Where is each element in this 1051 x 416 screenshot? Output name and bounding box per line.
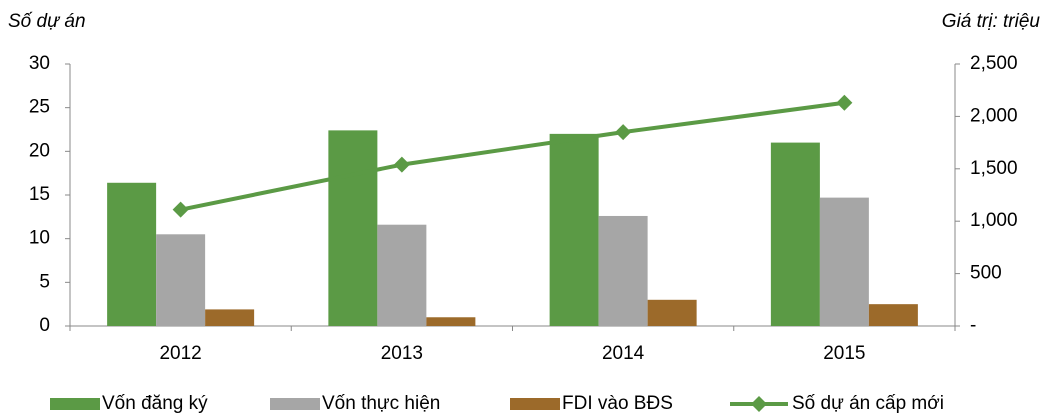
y-tick-label: 15 [29, 184, 50, 205]
bar [549, 133, 599, 326]
bar [205, 309, 255, 326]
y-tick-label: 25 [29, 97, 50, 118]
bar [819, 197, 869, 326]
legend-label: Số dự án cấp mới [792, 393, 944, 414]
y2-tick-label: - [970, 315, 976, 336]
y-tick-label: 0 [39, 315, 50, 336]
legend-swatch [50, 398, 100, 410]
legend-marker [751, 396, 767, 412]
legend-label: Vốn đăng ký [102, 393, 208, 414]
bar [598, 215, 648, 326]
line-marker [172, 201, 189, 218]
legend-label: FDI vào BĐS [562, 393, 673, 414]
y2-tick-label: 500 [970, 263, 1002, 284]
y-tick-label: 20 [29, 140, 50, 161]
line-marker [615, 124, 632, 141]
x-tick-label: 2015 [823, 343, 865, 364]
bar [770, 142, 820, 326]
bar [647, 299, 697, 326]
x-tick-label: 2013 [381, 343, 423, 364]
bar [868, 304, 918, 326]
y-tick-label: 10 [29, 228, 50, 249]
bar [426, 317, 476, 326]
legend-swatch [510, 398, 560, 410]
y2-tick-label: 1,500 [970, 158, 1018, 179]
y2-axis-title: Giá trị: triệu [942, 11, 1041, 32]
bar [107, 182, 157, 326]
y2-tick-label: 2,000 [970, 105, 1018, 126]
legend-swatch [270, 398, 320, 410]
legend-label: Vốn thực hiện [322, 393, 440, 414]
y2-tick-label: 1,000 [970, 210, 1018, 231]
line-marker [836, 94, 853, 111]
x-tick-label: 2012 [159, 343, 201, 364]
bar [328, 130, 378, 326]
bar [156, 234, 206, 326]
y-axis-title: Số dự án [8, 11, 86, 32]
y-tick-label: 30 [29, 53, 50, 74]
line-marker [393, 156, 410, 173]
line-series [180, 100, 845, 212]
y-tick-label: 5 [39, 271, 50, 292]
x-tick-label: 2014 [602, 343, 645, 364]
bar [377, 224, 427, 326]
y2-tick-label: 2,500 [970, 53, 1018, 74]
